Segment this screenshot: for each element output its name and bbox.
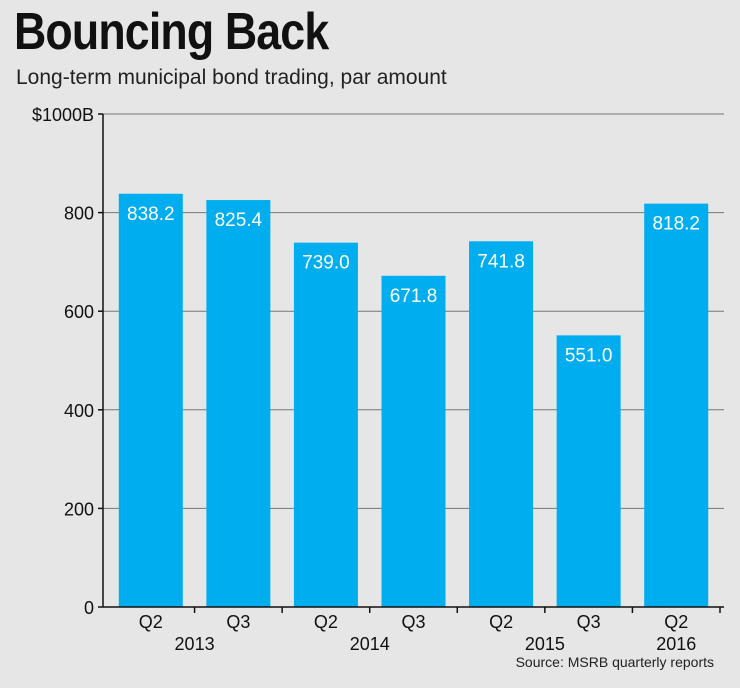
bar-value-label: 741.8 <box>477 251 525 272</box>
bar <box>206 200 271 607</box>
source-note: Source: MSRB quarterly reports <box>515 654 714 670</box>
x-tick-label: Q2 <box>664 612 688 632</box>
bar <box>118 193 183 607</box>
chart-subtitle: Long-term municipal bond trading, par am… <box>16 66 447 89</box>
bar <box>556 335 621 607</box>
year-label: 2014 <box>350 634 390 654</box>
bar <box>644 203 709 608</box>
y-tick-label: 400 <box>64 401 94 421</box>
axes <box>98 113 724 613</box>
year-label: 2015 <box>525 634 565 654</box>
x-tick-label: Q3 <box>401 612 425 632</box>
y-tick-label: 800 <box>64 204 94 224</box>
x-tick-label: Q2 <box>314 612 338 632</box>
bar-value-label: 838.2 <box>127 204 175 225</box>
bar-value-label: 739.0 <box>302 253 350 274</box>
bar-value-label: 671.8 <box>390 286 438 307</box>
x-tick-label: Q2 <box>489 612 513 632</box>
chart-title: Bouncing Back <box>14 3 329 61</box>
y-tick-label: 600 <box>64 302 94 322</box>
year-label: 2013 <box>175 634 215 654</box>
bars <box>118 193 709 608</box>
bar-value-label: 825.4 <box>215 210 263 231</box>
x-tick-label: Q3 <box>226 612 250 632</box>
y-tick-label: 200 <box>64 499 94 519</box>
year-label: 2016 <box>656 634 696 654</box>
x-tick-label: Q3 <box>577 612 601 632</box>
x-tick-label: Q2 <box>139 612 163 632</box>
y-tick-label: $1000B <box>32 105 94 125</box>
bar-value-label: 818.2 <box>652 214 700 235</box>
bar <box>381 275 446 607</box>
y-tick-label: 0 <box>84 598 94 618</box>
bar <box>293 242 358 607</box>
bar-value-label: 551.0 <box>565 345 613 366</box>
labels: 0 200 400 600 800 $1000B 838.2 Q2 825.4 Q3 739.0 Q2… <box>32 105 700 654</box>
bar <box>469 241 534 607</box>
